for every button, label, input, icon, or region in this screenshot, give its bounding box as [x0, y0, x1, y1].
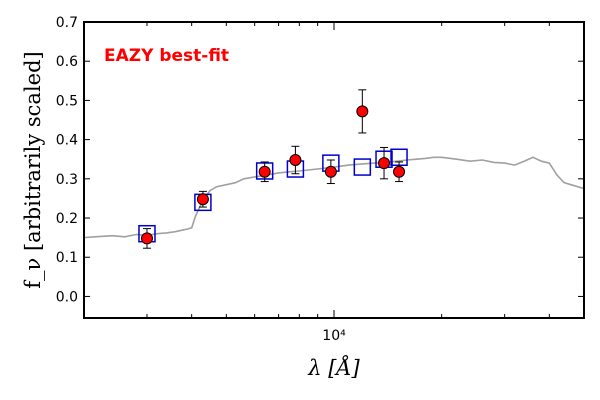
observed-point: [378, 157, 391, 170]
observed-point: [196, 193, 209, 206]
model-point: [353, 158, 372, 176]
observed-point: [289, 154, 302, 167]
x-tick-label: 10⁴: [322, 328, 346, 344]
y-tick-label: 0.0: [56, 289, 78, 305]
template-spectrum-layer: [84, 156, 584, 239]
observed-point: [324, 165, 337, 178]
y-tick-label: 0.4: [56, 133, 78, 149]
observed-point: [356, 105, 369, 118]
y-axis-label: f_ν [arbitrarily scaled]: [21, 51, 45, 288]
y-tick-label: 0.3: [56, 172, 78, 188]
observed-point: [140, 232, 153, 245]
observed-points-layer: [140, 89, 406, 249]
y-tick-label: 0.2: [56, 211, 78, 227]
observed-point: [258, 165, 271, 178]
y-tick-label: 0.6: [56, 54, 78, 70]
y-tick-label: 0.1: [56, 250, 78, 266]
observed-point: [393, 165, 406, 178]
template-spectrum-line: [84, 156, 584, 239]
x-axis-label: λ [Å]: [307, 355, 360, 380]
y-ticks-layer: 0.0 0.1 0.2 0.3 0.4 0.5 0.6 0.7: [56, 15, 584, 305]
x-ticks-layer: 10⁴: [146, 22, 550, 344]
y-tick-label: 0.7: [56, 15, 78, 31]
annotation-label: EAZY best-fit: [104, 46, 229, 66]
y-tick-label: 0.5: [56, 93, 78, 109]
